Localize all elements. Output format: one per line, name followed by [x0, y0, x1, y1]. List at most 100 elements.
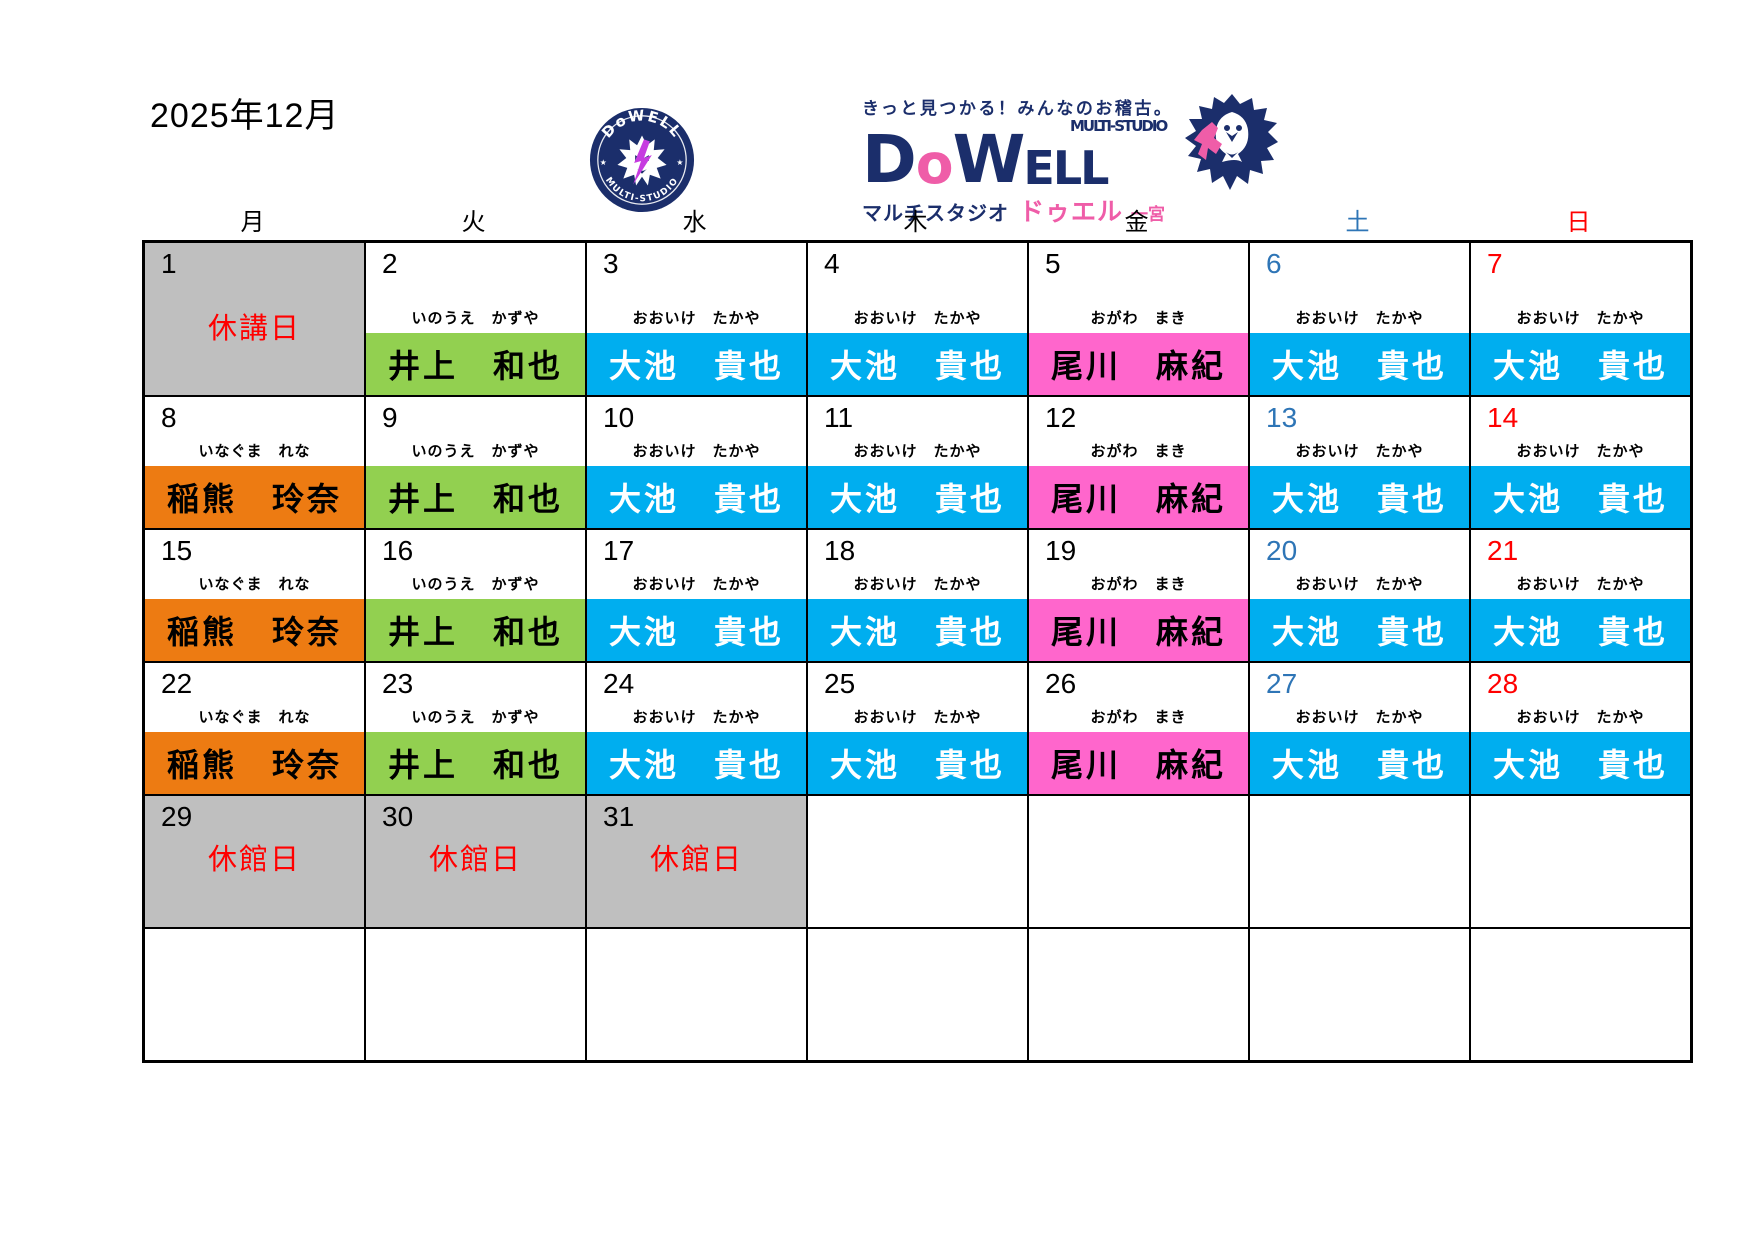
day-cell-7: 7 おおいけ たかや 大池 貴也 [1469, 240, 1693, 397]
day-cell-13: 13 おおいけ たかや 大池 貴也 [1248, 395, 1471, 530]
date-number: 22 [161, 668, 193, 699]
empty-cell [1248, 927, 1471, 1063]
wordmark-kana-row: マルチスタジオ ドゥエル 一宮 [862, 192, 1282, 228]
instructor-name-banner: 大池 貴也 [1250, 466, 1469, 528]
day-cell-3: 3 おおいけ たかや 大池 貴也 [585, 240, 808, 397]
instructor-furigana: いのうえ かずや [411, 309, 540, 327]
day-cell-25: 25 おおいけ たかや 大池 貴也 [806, 661, 1029, 796]
weekday-header-row: 月 火 水 木 金 土 日 [142, 202, 1689, 237]
day-cell-28: 28 おおいけ たかや 大池 貴也 [1469, 661, 1693, 796]
kana-brand: ドゥエル [1019, 197, 1124, 226]
weekday-thu: 木 [903, 208, 928, 236]
date-number: 1 [161, 248, 177, 279]
day-cell-20: 20 おおいけ たかや 大池 貴也 [1248, 528, 1471, 663]
instructor-furigana: おおいけ たかや [632, 309, 761, 327]
instructor-name-banner: 稲熊 玲奈 [145, 599, 364, 661]
calendar-week-1: 1 休講日 2 いのうえ かずや 井上 和也 3 おおいけ たかや 大池 貴也 … [142, 240, 1693, 397]
instructor-name-banner: 尾川 麻紀 [1029, 599, 1248, 661]
date-number: 21 [1487, 535, 1519, 566]
day-cell-31-closed: 31 休館日 [585, 794, 808, 929]
day-cell-24: 24 おおいけ たかや 大池 貴也 [585, 661, 808, 796]
date-number: 19 [1045, 535, 1077, 566]
day-cell-26: 26 おがわ まき 尾川 麻紀 [1027, 661, 1250, 796]
date-number: 12 [1045, 402, 1077, 433]
instructor-name-banner: 大池 貴也 [587, 732, 806, 794]
date-number: 31 [603, 801, 635, 832]
wordmark-tagline: きっと見つかる！みんなのお稽古。 [862, 99, 1174, 119]
kana-city: 一宮 [1131, 205, 1166, 225]
instructor-furigana: おおいけ たかや [632, 708, 761, 726]
day-cell-30-closed: 30 休館日 [364, 794, 587, 929]
instructor-furigana: いのうえ かずや [411, 575, 540, 593]
date-number: 15 [161, 535, 193, 566]
instructor-name-banner: 井上 和也 [366, 599, 585, 661]
instructor-furigana: おおいけ たかや [853, 708, 982, 726]
instructor-name-banner: 稲熊 玲奈 [145, 732, 364, 794]
brand-letter-w: W [952, 120, 1026, 198]
date-number: 9 [382, 402, 398, 433]
instructor-name-banner: 大池 貴也 [587, 466, 806, 528]
day-cell-1-closed: 1 休講日 [142, 240, 366, 397]
empty-cell [364, 927, 587, 1063]
instructor-furigana: おがわ まき [1090, 442, 1187, 460]
empty-cell [1027, 927, 1250, 1063]
instructor-furigana: おおいけ たかや [853, 575, 982, 593]
day-cell-10: 10 おおいけ たかや 大池 貴也 [585, 395, 808, 530]
day-cell-14: 14 おおいけ たかや 大池 貴也 [1469, 395, 1693, 530]
calendar-grid: 1 休講日 2 いのうえ かずや 井上 和也 3 おおいけ たかや 大池 貴也 … [142, 240, 1693, 1063]
instructor-name-banner: 尾川 麻紀 [1029, 732, 1248, 794]
date-number: 6 [1266, 248, 1282, 279]
instructor-name-banner: 大池 貴也 [1250, 732, 1469, 794]
calendar-week-4: 22 いなぐま れな 稲熊 玲奈 23 いのうえ かずや 井上 和也 24 おお… [142, 661, 1693, 796]
closed-note: 休講日 [207, 311, 301, 345]
day-cell-2: 2 いのうえ かずや 井上 和也 [364, 240, 587, 397]
date-number: 29 [161, 801, 193, 832]
empty-cell [142, 927, 366, 1063]
instructor-name-banner: 井上 和也 [366, 466, 585, 528]
day-cell-5: 5 おがわ まき 尾川 麻紀 [1027, 240, 1250, 397]
empty-cell [1469, 927, 1693, 1063]
instructor-name-banner: 大池 貴也 [1471, 333, 1690, 395]
date-number: 20 [1266, 535, 1298, 566]
date-number: 10 [603, 402, 635, 433]
multi-studio-label: MULTI-STUDIO [1070, 117, 1168, 135]
brand-letter-o: o [915, 132, 954, 197]
empty-cell [806, 927, 1029, 1063]
instructor-furigana: おがわ まき [1090, 708, 1187, 726]
instructor-name-banner: 稲熊 玲奈 [145, 466, 364, 528]
date-number: 14 [1487, 402, 1519, 433]
weekday-wed: 水 [682, 208, 707, 236]
brand-letter-l2: L [1080, 140, 1109, 195]
calendar-week-3: 15 いなぐま れな 稲熊 玲奈 16 いのうえ かずや 井上 和也 17 おお… [142, 528, 1693, 663]
instructor-name-banner: 尾川 麻紀 [1029, 466, 1248, 528]
instructor-name-banner: 大池 貴也 [808, 333, 1027, 395]
instructor-name-banner: 大池 貴也 [1250, 333, 1469, 395]
closed-note: 休館日 [207, 842, 301, 876]
date-number: 7 [1487, 248, 1503, 279]
brand-letter-e: E [1023, 140, 1054, 195]
calendar-week-5: 29 休館日 30 休館日 31 休館日 [142, 794, 1693, 929]
instructor-name-banner: 大池 貴也 [587, 333, 806, 395]
closed-note: 休館日 [649, 842, 743, 876]
day-cell-17: 17 おおいけ たかや 大池 貴也 [585, 528, 808, 663]
instructor-furigana: おおいけ たかや [1295, 442, 1424, 460]
day-cell-19: 19 おがわ まき 尾川 麻紀 [1027, 528, 1250, 663]
instructor-name-banner: 大池 貴也 [587, 599, 806, 661]
instructor-name-banner: 尾川 麻紀 [1029, 333, 1248, 395]
instructor-furigana: おおいけ たかや [1295, 575, 1424, 593]
weekday-sun: 日 [1566, 208, 1591, 236]
day-cell-8: 8 いなぐま れな 稲熊 玲奈 [142, 395, 366, 530]
calendar-week-6 [142, 927, 1693, 1063]
brand-letter-d: D [862, 120, 917, 198]
instructor-furigana: おおいけ たかや [1295, 708, 1424, 726]
instructor-furigana: おおいけ たかや [1516, 708, 1645, 726]
date-number: 11 [824, 402, 854, 433]
instructor-name-banner: 大池 貴也 [808, 732, 1027, 794]
date-number: 13 [1266, 402, 1298, 433]
instructor-name-banner: 大池 貴也 [1471, 732, 1690, 794]
instructor-name-banner: 大池 貴也 [1250, 599, 1469, 661]
page-title: 2025年12月 [150, 97, 340, 135]
dowell-badge-logo: DoWELL MULTI-STUDIO ★ ★ [589, 107, 695, 213]
day-cell-4: 4 おおいけ たかや 大池 貴也 [806, 240, 1029, 397]
dowell-wordmark-logo: きっと見つかる！みんなのお稽古。 D o W E L L MULTI-STUDI… [862, 94, 1282, 228]
